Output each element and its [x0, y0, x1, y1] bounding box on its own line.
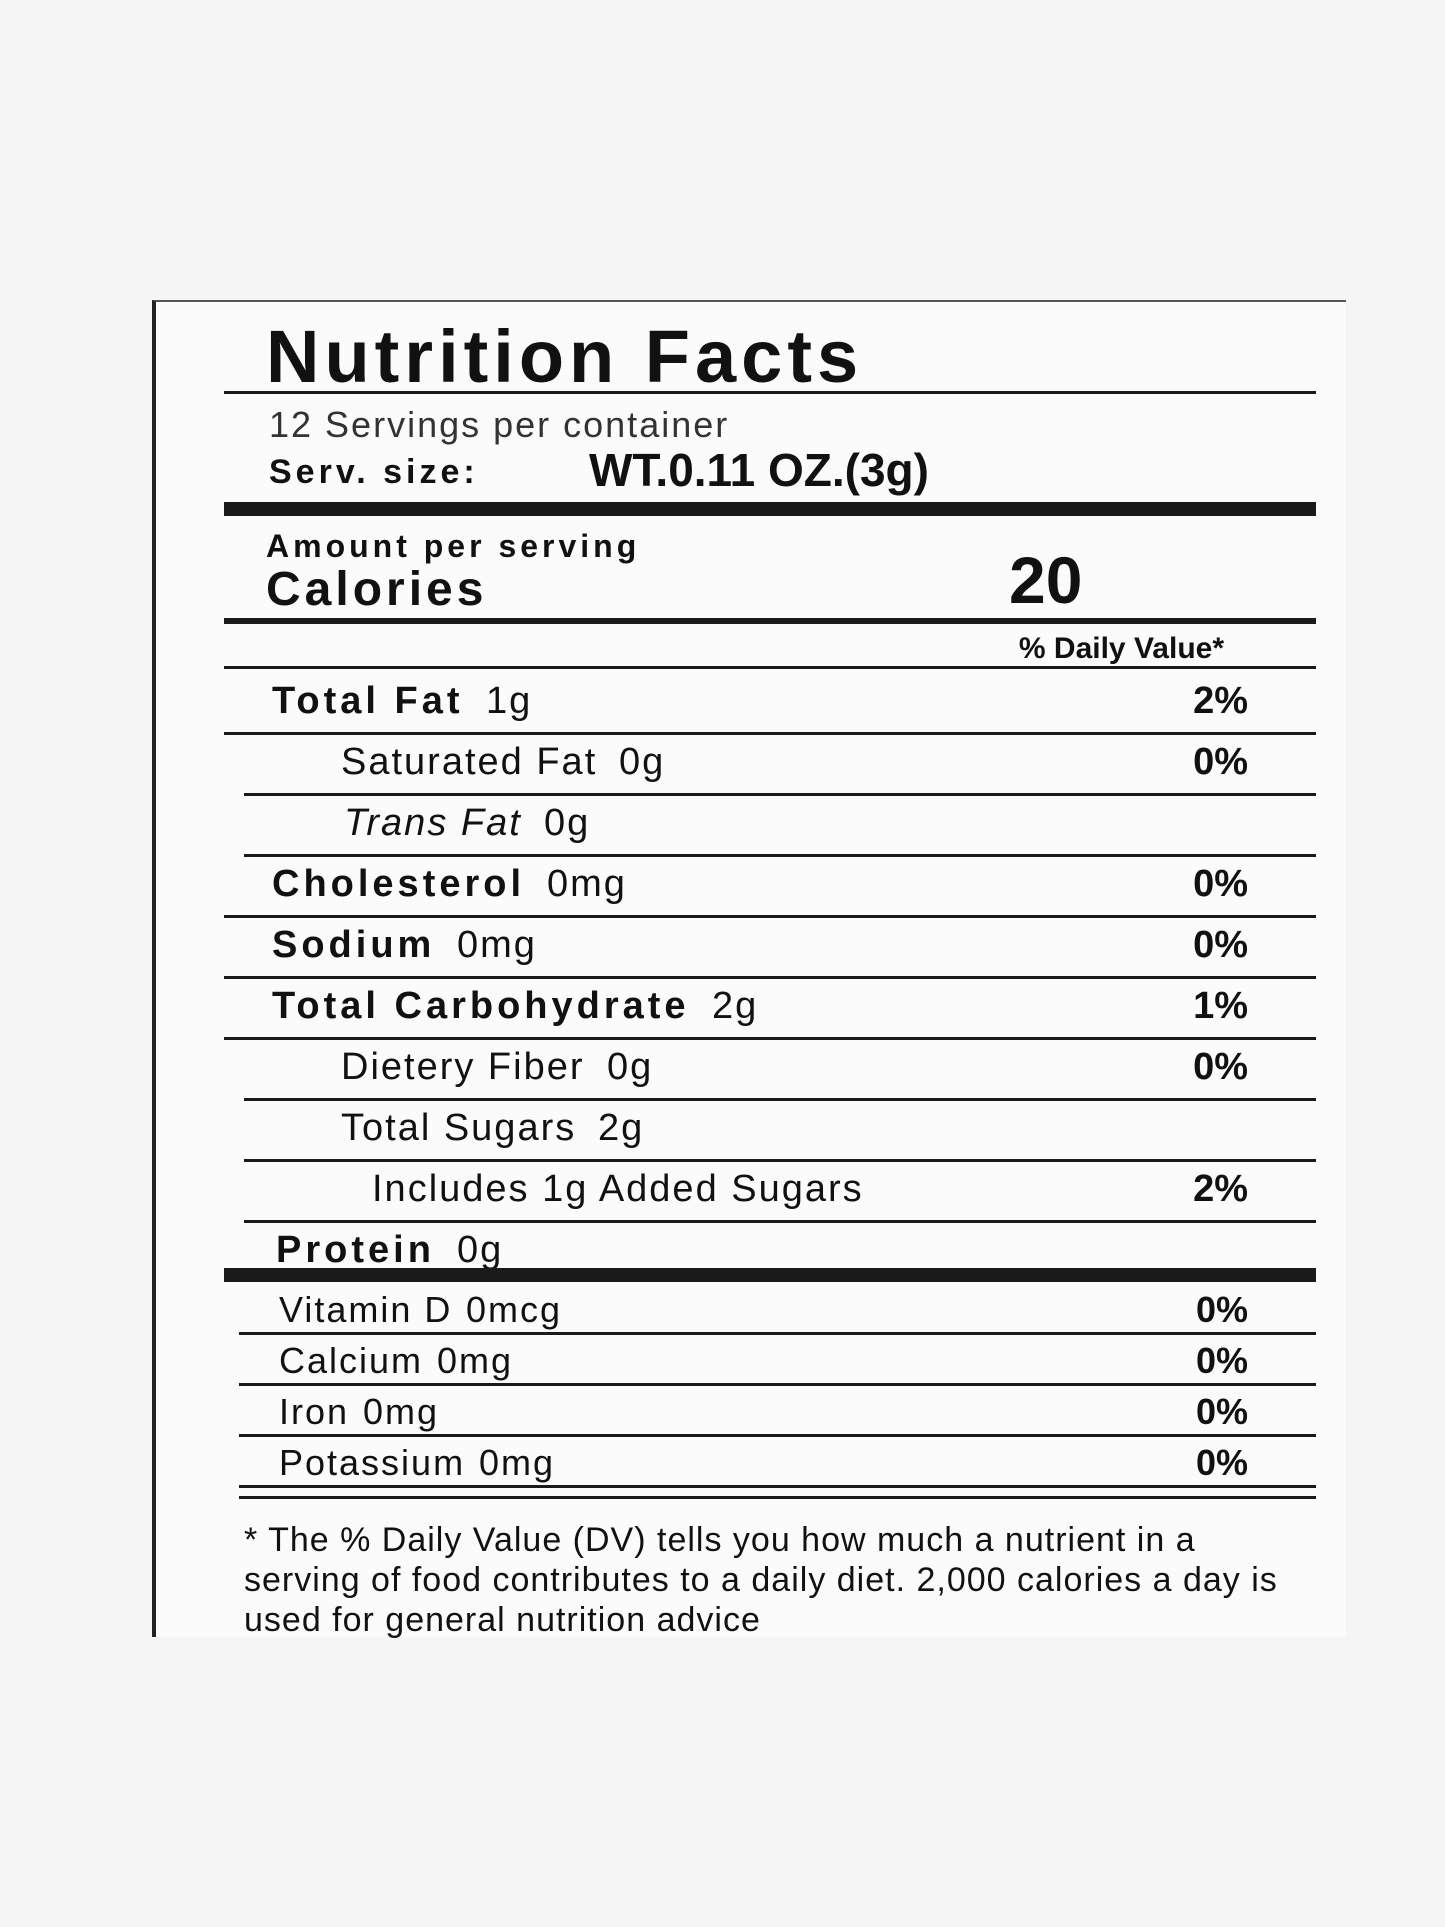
- divider: [224, 732, 1316, 735]
- nutrient-amount: 1g: [486, 680, 533, 722]
- nutrient-name: Trans Fat: [344, 802, 522, 844]
- nutrient-name: Dietery Fiber: [341, 1046, 585, 1088]
- nutrient-daily-value: 0%: [1193, 741, 1248, 783]
- nutrient-name: Sodium: [272, 924, 436, 966]
- nutrient-name: Includes 1g Added Sugars: [372, 1168, 864, 1210]
- divider: [244, 854, 1316, 857]
- nutrient-name: Total Fat: [272, 680, 464, 722]
- divider: [224, 391, 1316, 394]
- divider: [244, 793, 1316, 796]
- servings: 12 Servings per container: [269, 404, 730, 445]
- calories-value: 20: [1009, 543, 1083, 617]
- vitamin-name: Calcium: [279, 1340, 424, 1381]
- divider: [239, 1332, 1316, 1335]
- daily-value-header: % Daily Value*: [1018, 632, 1224, 665]
- divider: [224, 1268, 1316, 1282]
- title: Nutrition Facts: [266, 315, 864, 398]
- vitamin-daily-value: 0%: [1195, 1289, 1248, 1330]
- nutrient-daily-value: 0%: [1193, 1046, 1248, 1088]
- nutrient-name: Total Carbohydrate: [272, 985, 690, 1027]
- divider: [224, 1037, 1316, 1040]
- nutrient-amount: 0g: [544, 802, 591, 844]
- divider: [239, 1434, 1316, 1437]
- divider: [224, 915, 1316, 918]
- nutrient-amount: 0mg: [547, 863, 627, 905]
- nutrient-name: Protein: [276, 1229, 435, 1271]
- vitamin-amount: 0mcg: [466, 1289, 563, 1330]
- divider: [224, 976, 1316, 979]
- divider: [244, 1098, 1316, 1101]
- divider: [224, 618, 1316, 624]
- nutrient-amount: 0mg: [457, 924, 537, 966]
- calories-label: Calories: [266, 563, 488, 616]
- divider: [239, 1485, 1316, 1488]
- nutrient-daily-value: 2%: [1193, 1168, 1248, 1210]
- vitamin-amount: 0mg: [437, 1340, 514, 1381]
- vitamin-daily-value: 0%: [1195, 1340, 1248, 1381]
- nutrient-amount: 0g: [607, 1046, 654, 1088]
- nutrient-daily-value: 2%: [1193, 680, 1248, 722]
- serving-size-value: WT.0.11 OZ.(3g): [589, 444, 929, 496]
- vitamin-amount: 0mg: [479, 1442, 556, 1483]
- nutrient-name: Saturated Fat: [341, 741, 598, 783]
- footnote: * The % Daily Value (DV) tells you how m…: [244, 1521, 1278, 1639]
- serving-size-label: Serv. size:: [269, 453, 479, 491]
- divider: [244, 1159, 1316, 1162]
- nutrient-name: Total Sugars: [341, 1107, 577, 1149]
- nutrient-amount: 0g: [457, 1229, 504, 1271]
- vitamin-daily-value: 0%: [1195, 1442, 1248, 1483]
- amount-per-serving: Amount per serving: [266, 528, 641, 564]
- divider: [244, 1220, 1316, 1223]
- divider: [239, 1383, 1316, 1386]
- nutrient-amount: 2g: [598, 1107, 645, 1149]
- divider: [224, 502, 1316, 516]
- divider: [239, 1496, 1316, 1499]
- nutrient-name: Cholesterol: [272, 863, 526, 905]
- nutrient-daily-value: 0%: [1193, 924, 1248, 966]
- nutrient-amount: 0g: [619, 741, 666, 783]
- nutrient-amount: 2g: [712, 985, 759, 1027]
- vitamin-daily-value: 0%: [1195, 1391, 1248, 1432]
- vitamin-name: Vitamin D: [279, 1289, 453, 1330]
- vitamin-name: Potassium: [279, 1442, 466, 1483]
- nutrient-daily-value: 0%: [1193, 863, 1248, 905]
- nutrient-daily-value: 1%: [1193, 985, 1248, 1027]
- vitamin-amount: 0mg: [363, 1391, 440, 1432]
- divider: [224, 666, 1316, 669]
- nutrition-label: Nutrition Facts 12 Servings per container…: [152, 300, 1346, 1639]
- vitamin-name: Iron: [279, 1391, 350, 1432]
